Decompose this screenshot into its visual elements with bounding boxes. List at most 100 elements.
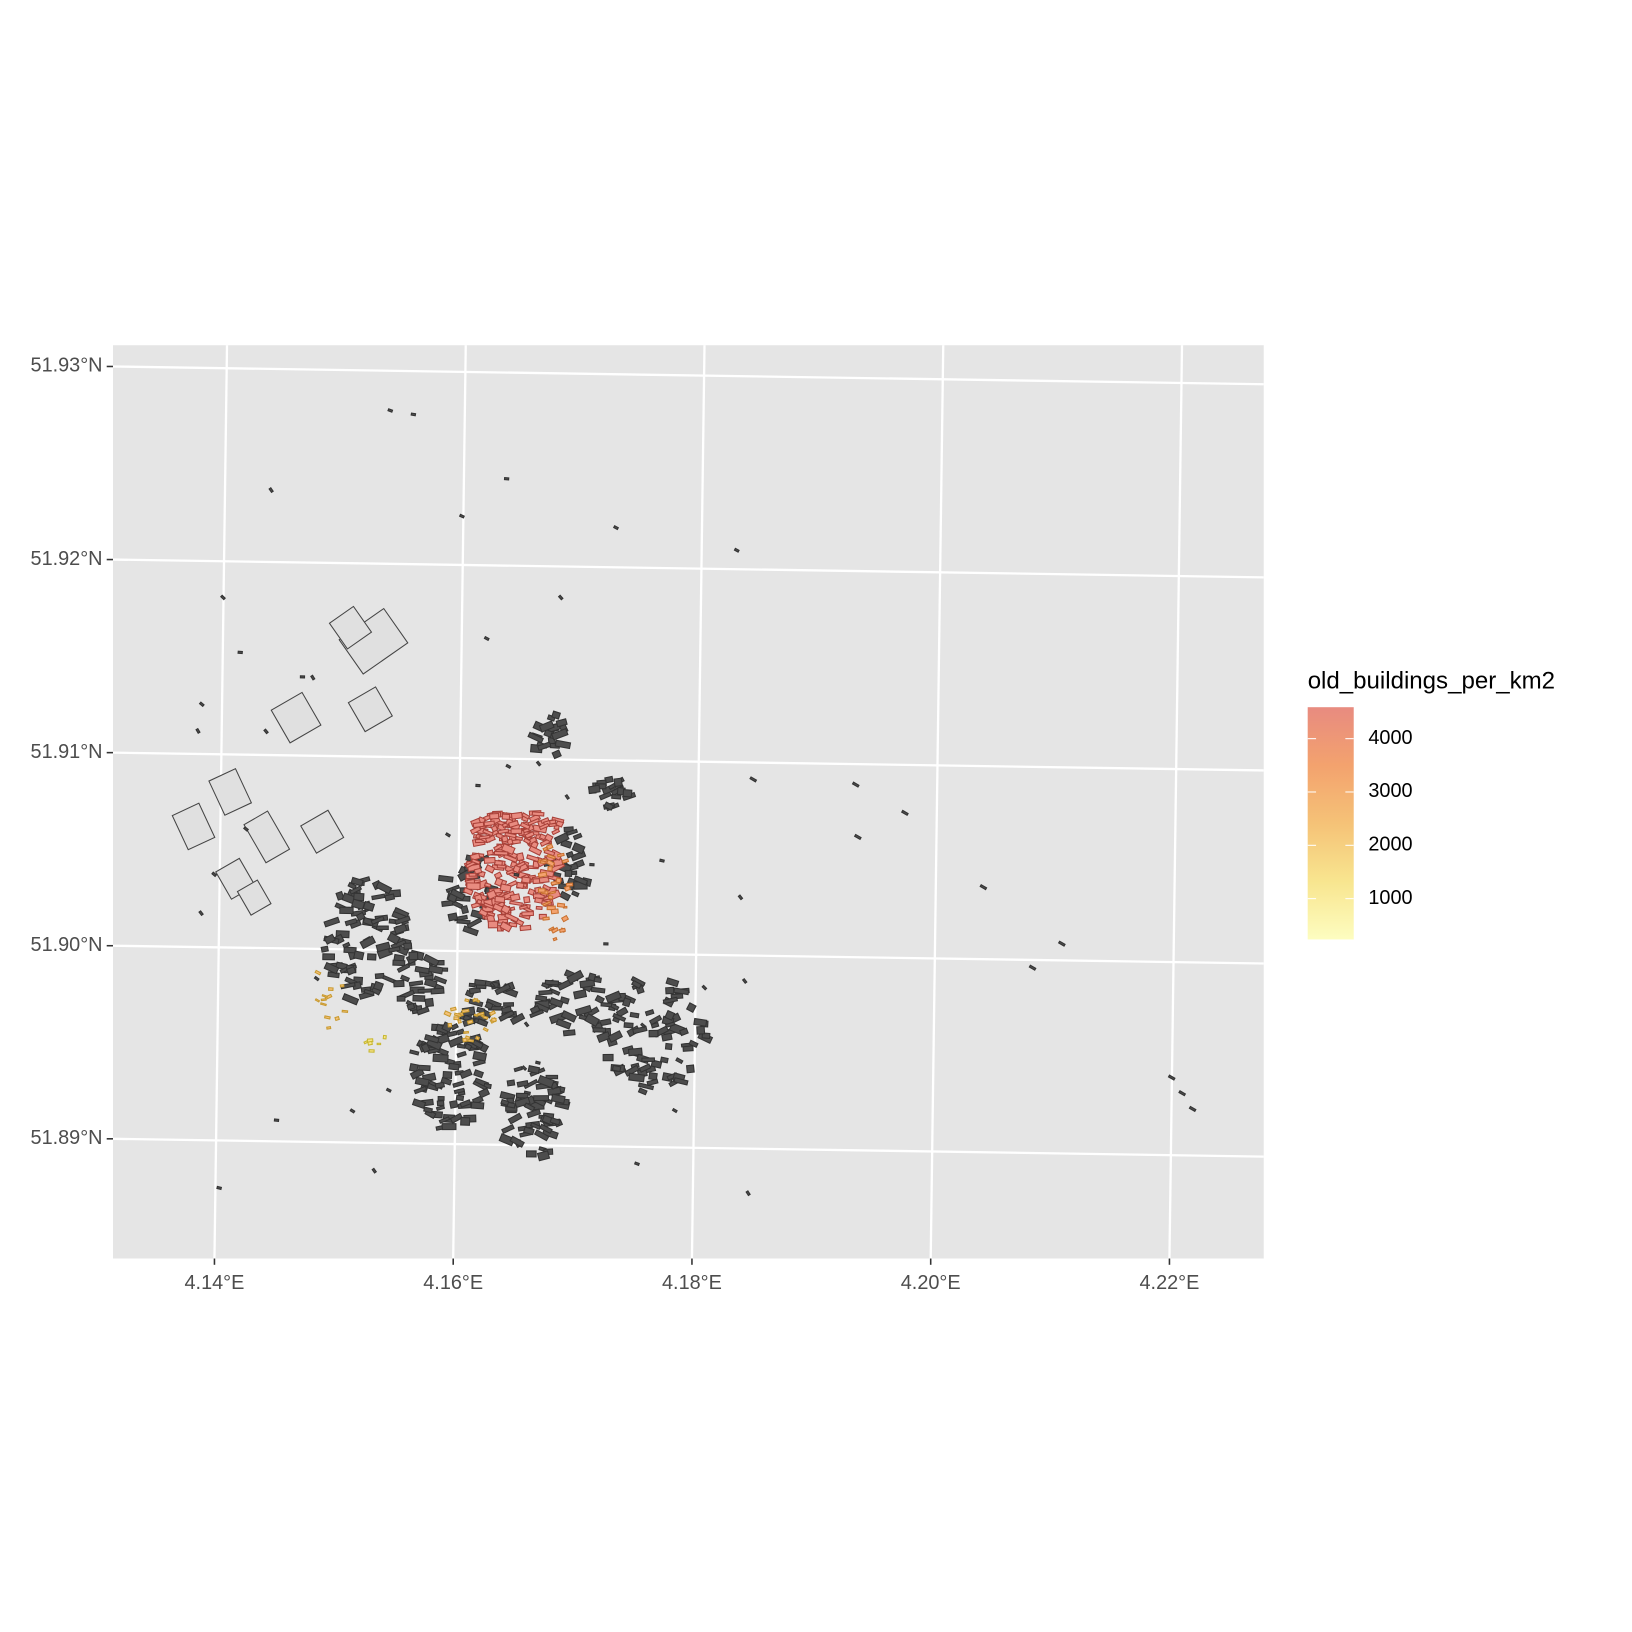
building (467, 1038, 475, 1043)
building (449, 1099, 459, 1109)
building (483, 882, 492, 888)
building (556, 902, 566, 908)
building (542, 916, 550, 921)
building (537, 871, 548, 878)
building (387, 408, 394, 413)
building (650, 1059, 663, 1069)
building (375, 941, 391, 953)
building (538, 989, 553, 996)
building (503, 853, 518, 863)
building (537, 1074, 555, 1089)
building (410, 412, 417, 417)
building (462, 925, 479, 937)
building (490, 824, 499, 833)
building (438, 1116, 451, 1124)
building (664, 1042, 673, 1051)
building (665, 986, 675, 995)
building (519, 924, 532, 932)
building (641, 1057, 656, 1063)
building (434, 1081, 446, 1089)
building (550, 908, 559, 915)
building (484, 864, 496, 874)
building (497, 828, 510, 835)
y-tick-label: 51.91°N (31, 741, 103, 763)
building (463, 1042, 473, 1051)
building (408, 951, 419, 961)
building (370, 915, 385, 925)
building (584, 1013, 601, 1027)
building (621, 997, 632, 1008)
building (441, 1123, 457, 1131)
building (208, 767, 253, 816)
building (385, 1087, 392, 1093)
building (453, 1087, 465, 1095)
building (355, 911, 366, 922)
building (368, 1049, 375, 1053)
building (607, 1030, 623, 1043)
building (509, 1135, 525, 1148)
building (461, 1008, 470, 1014)
building (624, 1064, 640, 1077)
building (519, 821, 531, 830)
building (418, 1064, 431, 1072)
building (611, 1064, 622, 1073)
building (349, 1108, 356, 1114)
building (211, 871, 218, 878)
building (474, 1035, 481, 1041)
building (555, 1018, 572, 1030)
building (550, 728, 569, 741)
building (493, 859, 503, 866)
building (456, 919, 471, 925)
building (440, 1076, 453, 1086)
building (521, 812, 531, 820)
building (523, 1126, 535, 1136)
x-tick-label: 4.18°E (662, 1272, 722, 1294)
building (408, 1063, 419, 1073)
building (535, 994, 548, 1002)
building (494, 877, 504, 887)
building (605, 990, 622, 1004)
building (592, 1027, 607, 1033)
building (557, 594, 564, 601)
building (539, 860, 546, 865)
building (545, 843, 554, 851)
building (538, 720, 555, 733)
building (733, 547, 740, 553)
building (627, 1047, 643, 1057)
building (413, 1085, 428, 1095)
building (507, 819, 520, 829)
building (436, 1100, 445, 1107)
y-tick-label: 51.89°N (31, 1127, 103, 1149)
legend-title: old_buildings_per_km2 (1308, 667, 1555, 694)
building (900, 809, 909, 817)
building (473, 1013, 479, 1017)
building (551, 828, 561, 836)
building (488, 1010, 497, 1017)
building (483, 820, 496, 827)
building (549, 890, 556, 895)
building (452, 1080, 465, 1089)
building (270, 691, 322, 744)
building (536, 1150, 551, 1162)
building (362, 916, 379, 928)
building (345, 965, 357, 976)
building (268, 487, 274, 494)
building (555, 718, 568, 728)
colorbar-label: 1000 (1368, 887, 1412, 909)
building (339, 984, 345, 988)
building (664, 1021, 676, 1029)
building (462, 886, 474, 896)
building (393, 923, 408, 935)
building (466, 1019, 474, 1025)
building (367, 1040, 373, 1046)
building (468, 986, 482, 995)
building (392, 959, 406, 967)
building (538, 876, 550, 884)
building (632, 1025, 648, 1035)
building (462, 1037, 468, 1043)
building (444, 832, 452, 838)
building (447, 1022, 453, 1028)
building (423, 1106, 434, 1114)
building (384, 893, 396, 902)
building (482, 1026, 489, 1033)
